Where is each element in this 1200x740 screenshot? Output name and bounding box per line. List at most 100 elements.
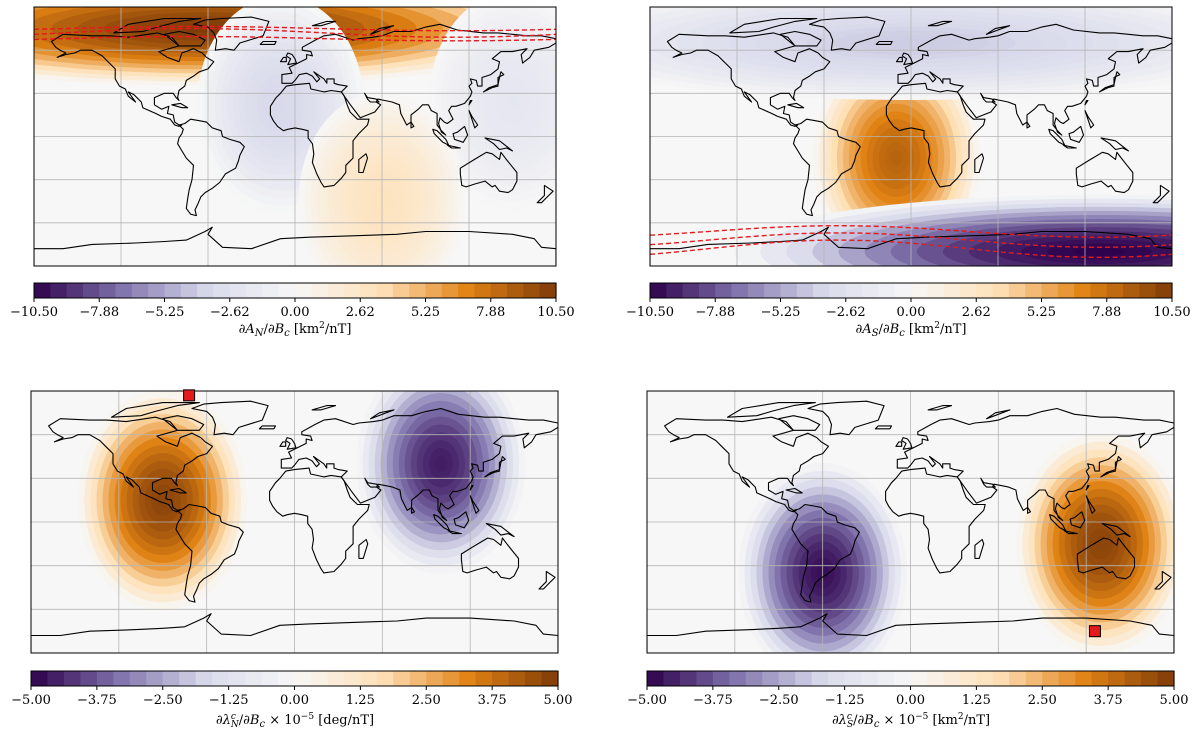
coast-iceland [259,40,277,45]
colorbar-swatch [376,671,394,686]
coast-africa [269,82,370,188]
coast-south-america [175,503,244,603]
colorbar-tick-label: 2.50 [1028,693,1057,708]
colorbar-swatch [278,671,296,686]
colorbar-tick-label: 0.00 [897,305,926,320]
colorbar-swatch [829,283,847,298]
colorbar-swatch [295,283,312,298]
colorbar-tick-label: 5.25 [1027,305,1056,320]
colorbar-swatch [66,283,84,298]
coast-baffin [779,30,822,47]
coast-arabia-gulf-hint [980,92,996,103]
coastlines [31,400,558,653]
colorbar-swatch [80,671,98,686]
colorbar-swatch [409,283,427,298]
coast-japan [1098,71,1121,93]
coast-new-guinea [1100,137,1130,152]
coast-sri-lanka [410,121,415,129]
colorbar-swatch [213,283,231,298]
colorbar-tick-label: 0.00 [896,693,925,708]
coast-new-zealand [1152,184,1170,204]
oval-boundary-north [34,25,556,42]
coast-arctic-islands [110,402,200,418]
colorbar-swatch [698,283,716,298]
colorbar-swatch [943,671,961,686]
colorbar-swatch [164,283,182,298]
coastlines [647,400,1174,653]
map-frame [33,6,557,267]
panel-north-area: −10.50 −7.88 −5.25 −2.62 0.00 2.62 5.25 7.88 10.… [10,6,575,339]
coast-java [446,144,461,149]
coast-arabia-gulf-hint [364,477,380,488]
coast-arabia-gulf-hint [980,477,996,488]
colorbar-swatch [162,671,180,686]
coast-baffin [162,415,205,431]
coast-cuba [169,487,187,494]
map-south-area [649,6,1173,267]
coast-greenland [808,16,886,51]
colorbar-tick-label: 1.25 [962,693,991,708]
colorbar-swatch [1123,283,1140,298]
coast-baffin [163,30,206,47]
coast-eurasia [896,407,1174,522]
colorbar-swatch [50,283,68,298]
coast-borneo [1069,511,1086,529]
colorbar-swatch [795,671,813,686]
coastlines [34,16,556,266]
colorbar-swatch [426,671,444,686]
colorbar-swatch [780,283,798,298]
colorbar-tick-label: 0.00 [281,305,310,320]
coast-greenland [192,16,270,51]
coast-borneo [452,125,469,143]
coast-madagascar [358,153,369,174]
colorbar-swatch [844,671,862,686]
field-high-0 [1016,433,1174,653]
coast-arctic-islands [113,17,202,34]
colorbar-swatch [474,283,492,298]
map-south-longitude [646,390,1175,654]
coast-south-america [791,503,860,603]
colorbar-swatch [1090,283,1108,298]
colorbar-swatch [845,283,863,298]
map-north-area [33,6,557,267]
colorbar-swatch [1108,671,1126,686]
colorbar-swatch [294,671,312,686]
coast-africa [269,467,370,574]
colorbar-swatch [1124,671,1142,686]
colorbar-swatch [507,283,524,298]
coast-taiwan [469,485,474,491]
coast-svalbard [311,405,337,411]
colorbar-tick-label: −10.50 [626,305,674,320]
station-marker-0 [183,389,196,402]
coast-novaya-zemlya [985,25,1011,35]
coast-ireland [279,441,287,447]
coast-new-guinea [485,522,515,538]
colorbar-tick-label: 3.75 [1094,693,1123,708]
colorbar-swatch [696,671,714,686]
colorbar-swatch [910,671,928,686]
coast-taiwan [1084,99,1089,106]
colorbar-swatch [475,671,493,686]
coast-sri-lanka [1026,121,1031,129]
colorbar-swatch [360,671,378,686]
colorbar-tick-label: −3.75 [77,693,117,708]
map-north-longitude [30,389,559,654]
colorbar-label-south-longitude: ∂λc S/∂Bc × 10−5 [km2/nT] [832,712,990,730]
colorbar-north-longitude: −5.00 −3.75 −2.50 −1.25 0.00 1.25 2.50 3.75 5.00 [11,670,572,708]
coast-australia [1076,537,1136,580]
colorbar-tick-label: 10.50 [1153,305,1190,320]
colorbar-south-area: −10.50 −7.88 −5.25 −2.62 0.00 2.62 5.25 7.88 10.… [626,282,1191,320]
station-marker-0 [1088,625,1101,638]
colorbar-swatch [392,283,410,298]
coast-java [1063,530,1078,535]
colorbar-swatch [148,283,166,298]
colorbar-tick-label: 1.25 [346,693,375,708]
colorbar-swatch [862,283,879,298]
colorbar-swatch [523,283,541,298]
oval-boundary-south [650,225,1172,259]
colorbar-swatch [212,671,230,686]
colorbar-tick-label: 0.00 [280,693,309,708]
colorbar-swatch [539,283,557,298]
colorbar-swatch [992,671,1010,686]
coast-svalbard [927,20,953,27]
